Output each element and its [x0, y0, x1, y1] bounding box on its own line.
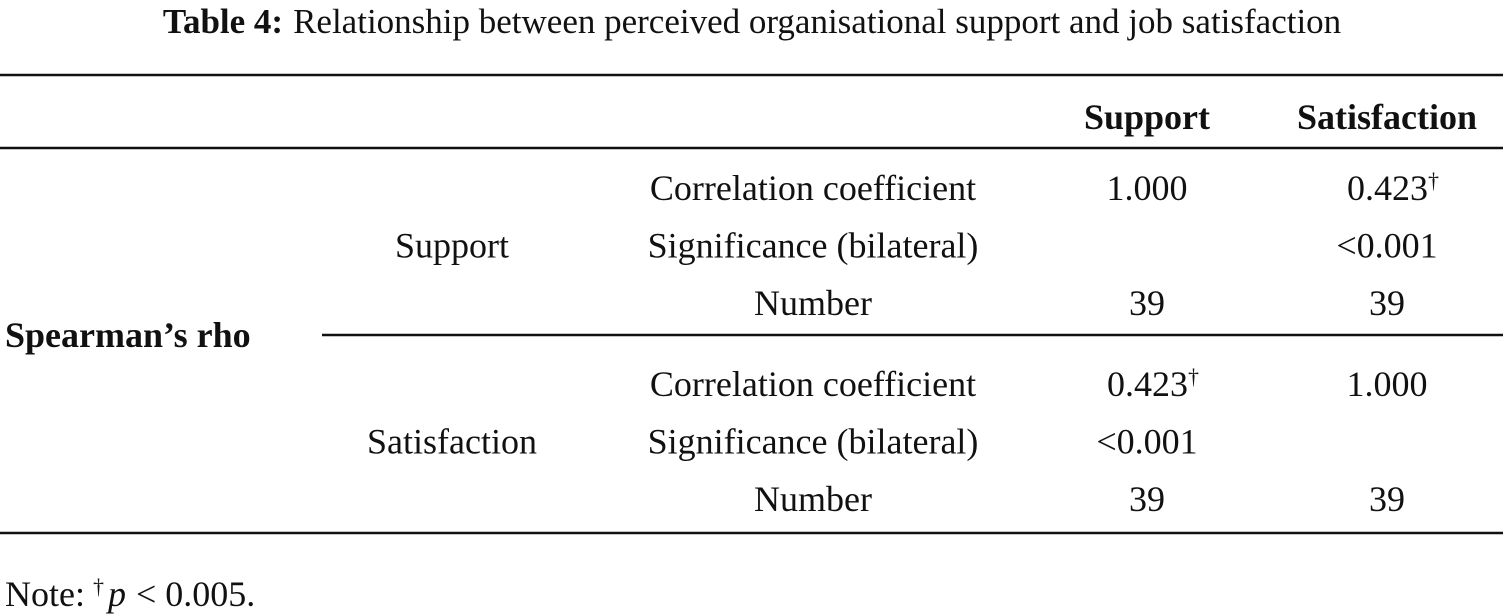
- cell: <0.001: [1336, 226, 1437, 266]
- cell: 39: [1369, 283, 1405, 323]
- row-label: Significance (bilateral): [648, 422, 979, 462]
- cell: 0.423†: [1107, 364, 1199, 405]
- note-text: < 0.005.: [136, 574, 255, 614]
- cell: 1.000: [1107, 168, 1188, 208]
- cell: 39: [1129, 283, 1165, 323]
- column-header: Support: [1084, 97, 1210, 137]
- row-label: Significance (bilateral): [648, 226, 979, 266]
- note: Note: † p < 0.005.: [5, 574, 255, 615]
- cell: 1.000: [1347, 364, 1428, 404]
- cell-value: 0.423: [1107, 364, 1188, 404]
- caption: Table 4: Relationship between perceived o…: [163, 2, 1341, 41]
- row-label: Correlation coefficient: [650, 364, 976, 404]
- cell: <0.001: [1096, 422, 1197, 462]
- cell: 0.423†: [1347, 168, 1439, 209]
- cell: 39: [1369, 479, 1405, 519]
- row-label: Number: [754, 479, 872, 519]
- row-label: Correlation coefficient: [650, 168, 976, 208]
- cell-sup: †: [1428, 168, 1439, 193]
- caption-text: Relationship between perceived organisat…: [293, 2, 1341, 41]
- note-mark: †: [93, 574, 104, 599]
- row-label: Number: [754, 283, 872, 323]
- group-name: Support: [395, 226, 509, 266]
- column-header: Satisfaction: [1297, 97, 1477, 137]
- cell: 39: [1129, 479, 1165, 519]
- note-prefix: Note:: [5, 574, 85, 614]
- row-group-label: Spearman’s rho: [5, 315, 251, 355]
- group-name: Satisfaction: [367, 422, 537, 462]
- caption-label: Table 4:: [163, 2, 283, 41]
- cell-value: 0.423: [1347, 168, 1428, 208]
- note-variable: p: [105, 574, 126, 614]
- cell-sup: †: [1188, 364, 1199, 389]
